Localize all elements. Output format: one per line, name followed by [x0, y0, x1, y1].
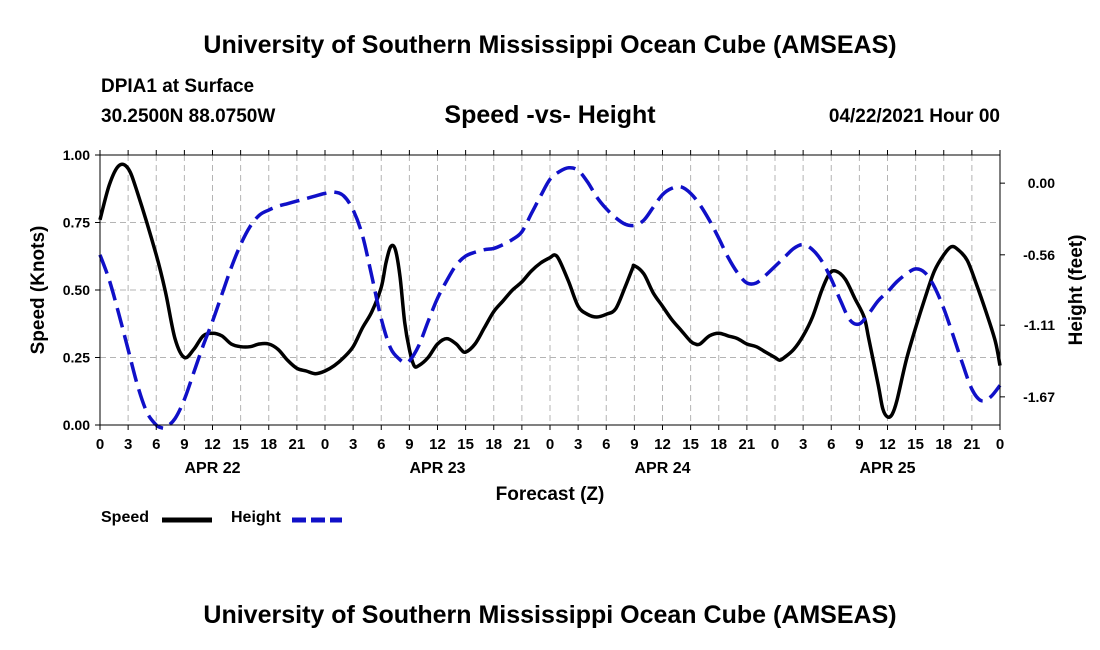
x-tick-label: 21: [289, 436, 306, 453]
x-tick-label: 3: [799, 436, 807, 453]
y-tick-label-left: 1.00: [63, 147, 90, 163]
x-tick-label: 0: [771, 436, 779, 453]
x-tick-label: 6: [152, 436, 160, 453]
series-lines: [98, 162, 1002, 431]
x-tick-label: 15: [682, 436, 699, 453]
day-label: APR 24: [634, 460, 690, 477]
legend-speed-label: Speed: [101, 509, 150, 526]
x-tick-label: 18: [485, 436, 502, 453]
x-tick-label: 18: [260, 436, 277, 453]
chart-title: Speed -vs- Height: [444, 101, 656, 129]
y-tick-label-right: -1.11: [1024, 317, 1055, 333]
axes: 0 3 6 9 12 15 18 21 0 3 6 9 12 15 18 21 0 3 6 9 12 15 18 21 0 3 6 9…: [63, 147, 1055, 477]
x-tick-label: 15: [457, 436, 474, 453]
y-tick-label-right: -1.67: [1023, 389, 1055, 405]
x-tick-label: 12: [429, 436, 446, 453]
x-tick-label: 15: [907, 436, 924, 453]
x-tick-label: 21: [739, 436, 756, 453]
y-tick-label-left: 0.25: [63, 350, 90, 366]
x-tick-label: 6: [827, 436, 835, 453]
x-tick-label: 9: [405, 436, 413, 453]
series-line-height: [98, 166, 1002, 431]
x-tick-label: 6: [602, 436, 610, 453]
footer-title: University of Southern Mississippi Ocean…: [203, 601, 897, 629]
x-tick-label: 9: [630, 436, 638, 453]
y-tick-label-left: 0.50: [63, 282, 90, 298]
forecast-date-hour: 04/22/2021 Hour 00: [828, 106, 1000, 127]
y-tick-label-left: 0.00: [63, 417, 90, 433]
x-tick-label: 18: [935, 436, 952, 453]
x-tick-label: 12: [879, 436, 896, 453]
x-axis-label: Forecast (Z): [496, 484, 605, 505]
x-tick-label: 3: [349, 436, 357, 453]
x-tick-label: 15: [232, 436, 249, 453]
y-axis-label-right: Height (feet): [1066, 235, 1087, 346]
station-name: DPIA1 at Surface: [101, 76, 255, 97]
x-tick-label: 21: [964, 436, 981, 453]
x-tick-label: 12: [654, 436, 671, 453]
x-tick-label: 0: [321, 436, 329, 453]
y-tick-label-left: 0.75: [63, 215, 90, 231]
y-axis-label-left: Speed (Knots): [28, 226, 49, 355]
y-tick-label-right: -0.56: [1023, 247, 1055, 263]
station-coordinates: 30.2500N 88.0750W: [101, 106, 276, 127]
grid-lines: [100, 155, 1000, 425]
x-tick-label: 6: [377, 436, 385, 453]
x-tick-label: 0: [996, 436, 1004, 453]
x-tick-label: 9: [180, 436, 188, 453]
x-tick-label: 9: [855, 436, 863, 453]
x-tick-label: 0: [546, 436, 554, 453]
x-tick-label: 3: [124, 436, 132, 453]
legend-height-label: Height: [231, 509, 281, 526]
page-title: University of Southern Mississippi Ocean…: [203, 31, 897, 59]
day-label: APR 23: [409, 460, 465, 477]
day-label: APR 22: [184, 460, 240, 477]
x-tick-label: 21: [514, 436, 531, 453]
x-tick-label: 3: [574, 436, 582, 453]
x-tick-label: 0: [96, 436, 104, 453]
x-tick-label: 18: [710, 436, 727, 453]
y-tick-label-right: 0.00: [1028, 175, 1055, 191]
x-tick-label: 12: [204, 436, 221, 453]
day-label: APR 25: [859, 460, 915, 477]
